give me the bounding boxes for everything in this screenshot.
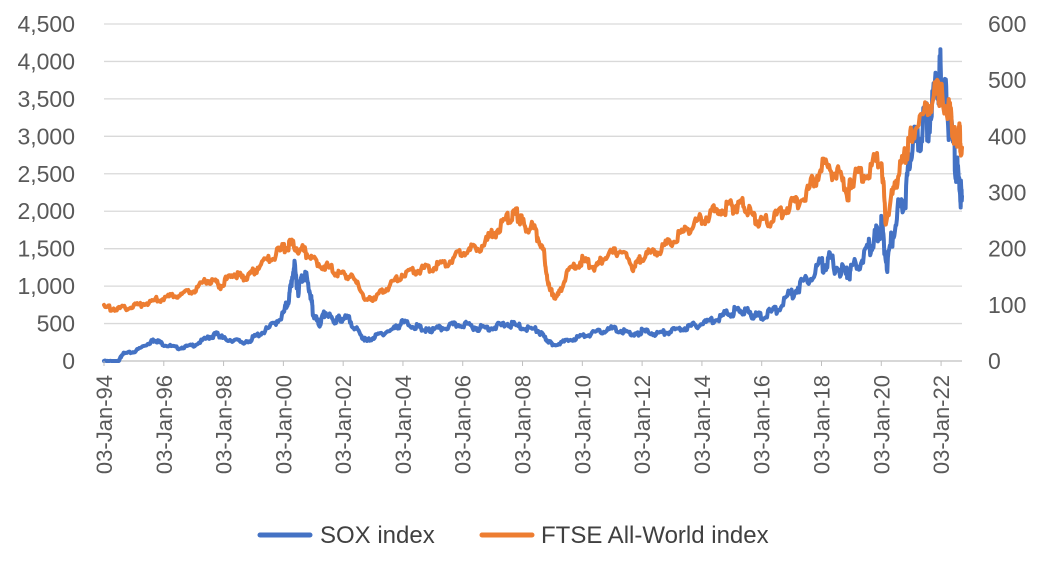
left-tick-label: 1,000 — [17, 273, 75, 299]
legend: SOX index FTSE All-World index — [257, 522, 769, 549]
x-tick-label: 03-Jan-16 — [750, 375, 775, 474]
legend-label: SOX index — [320, 522, 435, 549]
left-y-axis: 0 500 1,000 1,500 2,000 2,500 3,000 3,500 4,000 4… — [17, 11, 75, 374]
left-tick-label: 3,500 — [17, 86, 75, 112]
right-tick-label: 300 — [988, 180, 1026, 206]
right-tick-label: 100 — [988, 292, 1026, 318]
left-tick-label: 500 — [37, 311, 75, 337]
left-tick-label: 0 — [62, 348, 75, 374]
right-tick-label: 0 — [988, 348, 1001, 374]
x-tick-label: 03-Jan-20 — [869, 375, 894, 474]
series-lines — [102, 47, 964, 363]
right-y-axis: 0 100 200 300 400 500 600 — [988, 11, 1026, 374]
right-tick-label: 600 — [988, 11, 1026, 37]
ftse-all-world-line — [102, 77, 964, 313]
right-tick-label: 400 — [988, 123, 1026, 149]
x-tick-label: 03-Jan-00 — [271, 375, 296, 474]
left-tick-label: 4,000 — [17, 48, 75, 74]
x-tick-label: 03-Jan-08 — [511, 375, 536, 474]
x-tick-label: 03-Jan-06 — [451, 375, 476, 474]
x-tick-label: 03-Jan-12 — [630, 375, 655, 474]
x-tick-label: 03-Jan-98 — [212, 375, 237, 474]
x-tick-label: 03-Jan-04 — [391, 375, 416, 474]
legend-label: FTSE All-World index — [541, 522, 769, 549]
right-tick-label: 200 — [988, 236, 1026, 262]
left-tick-label: 2,500 — [17, 161, 75, 187]
x-tick-label: 03-Jan-14 — [690, 375, 715, 474]
x-axis: 03-Jan-94 03-Jan-96 03-Jan-98 03-Jan-00 03-J… — [92, 361, 954, 474]
x-tick-label: 03-Jan-18 — [809, 375, 834, 474]
x-tick-label: 03-Jan-10 — [570, 375, 595, 474]
left-tick-label: 3,000 — [17, 123, 75, 149]
gridlines — [104, 23, 962, 362]
x-tick-label: 03-Jan-02 — [331, 375, 356, 474]
left-tick-label: 2,000 — [17, 198, 75, 224]
x-tick-label: 03-Jan-96 — [152, 375, 177, 474]
x-tick-label: 03-Jan-94 — [92, 375, 117, 474]
x-tick-label: 03-Jan-22 — [929, 375, 954, 474]
sox-index-line — [102, 47, 964, 363]
right-tick-label: 500 — [988, 67, 1026, 93]
left-tick-label: 1,500 — [17, 236, 75, 262]
left-tick-label: 4,500 — [17, 11, 75, 37]
